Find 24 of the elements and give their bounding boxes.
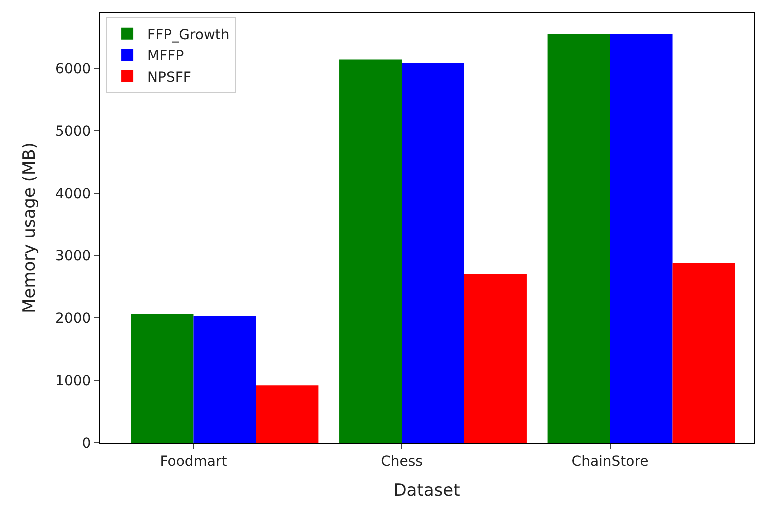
bar (194, 316, 256, 443)
bar (548, 34, 610, 443)
bar (340, 60, 402, 443)
y-tick-label: 3000 (56, 248, 92, 265)
legend-label: FFP_Growth (148, 27, 230, 44)
bar (131, 314, 194, 443)
y-tick-label: 1000 (56, 373, 92, 390)
bar (256, 386, 319, 443)
x-tick-label: Foodmart (160, 454, 228, 470)
bar (672, 263, 736, 443)
y-tick-label: 6000 (56, 61, 92, 78)
y-tick-label: 2000 (56, 311, 92, 328)
y-axis-title: Memory usage (MB) (20, 142, 40, 314)
bar (464, 274, 527, 443)
legend-label: NPSFF (148, 70, 192, 86)
y-tick-label: 4000 (56, 186, 92, 202)
bar (610, 34, 673, 443)
x-tick-label: ChainStore (572, 454, 649, 470)
legend-label: MFFP (148, 48, 184, 65)
x-axis-title: Dataset (394, 481, 461, 502)
y-tick-label: 0 (82, 436, 92, 452)
bar (402, 64, 464, 443)
y-tick-label: 5000 (56, 124, 92, 140)
x-tick-label: Chess (381, 454, 423, 470)
